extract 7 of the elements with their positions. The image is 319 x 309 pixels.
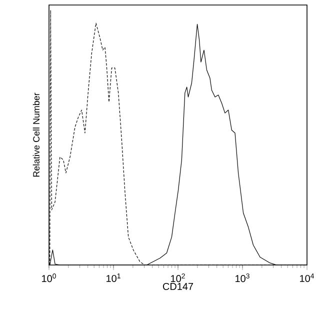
x-tick-label: 10$^{4}$ [300, 274, 314, 282]
x-tick-label: 10$^{1}$ [106, 274, 120, 282]
y-axis-title: Relative Cell Number [32, 92, 40, 177]
x-axis-title: CD147 [162, 282, 194, 290]
x-tick-label: 10$^{2}$ [171, 274, 185, 282]
x-tick-label: 10$^{3}$ [236, 274, 250, 282]
x-tick-label: 10$^{0}$ [42, 274, 56, 282]
